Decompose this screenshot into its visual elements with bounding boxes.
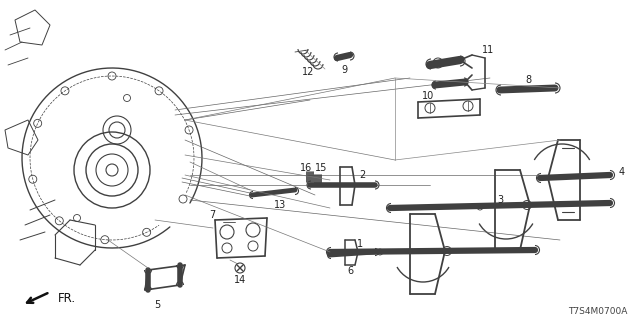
Text: T7S4M0700A: T7S4M0700A — [568, 308, 628, 316]
Text: 14: 14 — [234, 275, 246, 285]
Text: 9: 9 — [341, 65, 347, 75]
Text: 8: 8 — [525, 75, 531, 85]
Text: 12: 12 — [302, 67, 314, 77]
Text: FR.: FR. — [58, 292, 76, 305]
Text: 5: 5 — [154, 300, 160, 310]
Text: 6: 6 — [347, 266, 353, 276]
Text: 11: 11 — [482, 45, 494, 55]
Text: 2: 2 — [359, 170, 365, 180]
Text: 10: 10 — [422, 91, 434, 101]
Text: 3: 3 — [497, 195, 503, 205]
Text: 13: 13 — [274, 200, 286, 210]
Text: 1: 1 — [357, 239, 363, 249]
Text: 16: 16 — [300, 163, 312, 173]
Text: 15: 15 — [315, 163, 327, 173]
Text: 4: 4 — [619, 167, 625, 177]
Text: 7: 7 — [209, 210, 215, 220]
